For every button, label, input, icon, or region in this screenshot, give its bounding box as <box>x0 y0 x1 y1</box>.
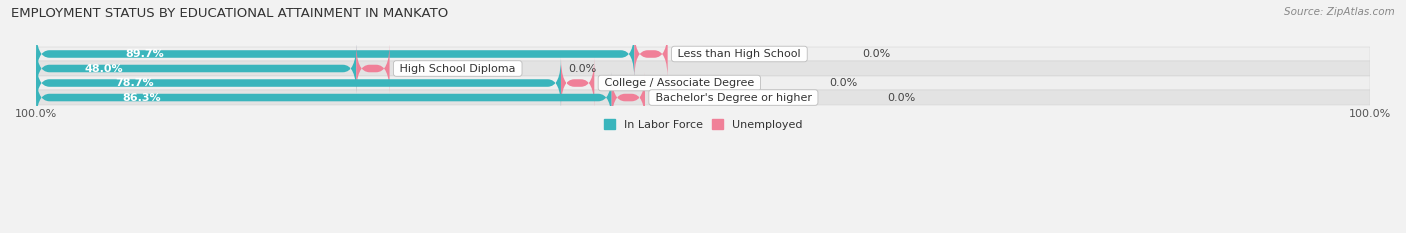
Text: Less than High School: Less than High School <box>675 49 804 59</box>
Text: 0.0%: 0.0% <box>568 64 596 73</box>
FancyBboxPatch shape <box>37 72 612 123</box>
FancyBboxPatch shape <box>612 72 645 123</box>
FancyBboxPatch shape <box>561 58 595 108</box>
FancyBboxPatch shape <box>356 43 389 94</box>
Text: 0.0%: 0.0% <box>887 93 915 103</box>
Text: 78.7%: 78.7% <box>115 78 153 88</box>
Bar <box>37 90 1369 105</box>
Bar <box>37 47 1369 61</box>
Text: 89.7%: 89.7% <box>127 49 165 59</box>
Text: 86.3%: 86.3% <box>122 93 162 103</box>
Text: 0.0%: 0.0% <box>862 49 890 59</box>
Text: High School Diploma: High School Diploma <box>396 64 519 73</box>
Text: Bachelor's Degree or higher: Bachelor's Degree or higher <box>651 93 815 103</box>
Bar <box>37 76 1369 90</box>
Text: Source: ZipAtlas.com: Source: ZipAtlas.com <box>1284 7 1395 17</box>
Bar <box>37 61 1369 76</box>
Text: EMPLOYMENT STATUS BY EDUCATIONAL ATTAINMENT IN MANKATO: EMPLOYMENT STATUS BY EDUCATIONAL ATTAINM… <box>11 7 449 20</box>
FancyBboxPatch shape <box>37 58 561 108</box>
FancyBboxPatch shape <box>634 29 668 79</box>
Text: 48.0%: 48.0% <box>84 64 122 73</box>
Text: College / Associate Degree: College / Associate Degree <box>600 78 758 88</box>
Legend: In Labor Force, Unemployed: In Labor Force, Unemployed <box>599 115 807 134</box>
Text: 0.0%: 0.0% <box>830 78 858 88</box>
FancyBboxPatch shape <box>37 29 634 79</box>
FancyBboxPatch shape <box>37 43 356 94</box>
